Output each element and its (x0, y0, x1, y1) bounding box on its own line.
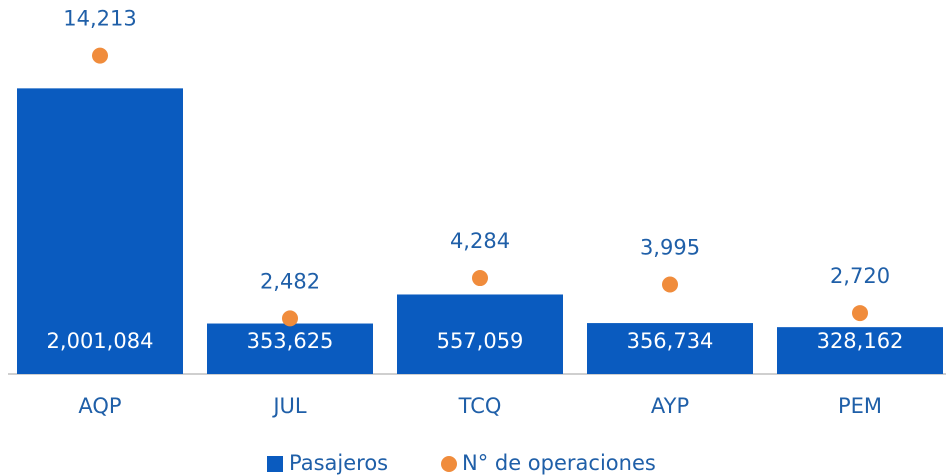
dot-value-label: 4,284 (450, 229, 510, 253)
bar-value-label: 557,059 (437, 329, 524, 353)
dot-value-label: 3,995 (640, 236, 700, 260)
dot (852, 305, 868, 322)
dot-value-label: 14,213 (63, 7, 136, 31)
x-tick-label: PEM (838, 394, 882, 418)
bar (17, 88, 183, 374)
x-tick-label: JUL (271, 394, 307, 418)
bar (207, 323, 373, 374)
bar-value-label: 328,162 (817, 329, 904, 353)
x-tick-label: AYP (651, 394, 689, 418)
legend-label: N° de operaciones (462, 451, 656, 475)
dot (662, 276, 678, 293)
dot-value-label: 2,720 (830, 264, 890, 288)
bar (397, 294, 563, 374)
x-tick-label: AQP (78, 394, 121, 418)
bar (587, 323, 753, 374)
bar-value-label: 2,001,084 (47, 329, 154, 353)
legend-swatch (267, 456, 283, 472)
legend-swatch (441, 456, 457, 472)
x-tick-label: TCQ (458, 394, 502, 418)
legend-label: Pasajeros (289, 451, 388, 475)
dot-value-label: 2,482 (260, 269, 320, 293)
bar-value-label: 353,625 (247, 329, 334, 353)
bar-value-label: 356,734 (627, 329, 714, 353)
dot (282, 310, 298, 327)
dot (472, 270, 488, 287)
dot (92, 47, 108, 64)
bar (777, 327, 943, 374)
